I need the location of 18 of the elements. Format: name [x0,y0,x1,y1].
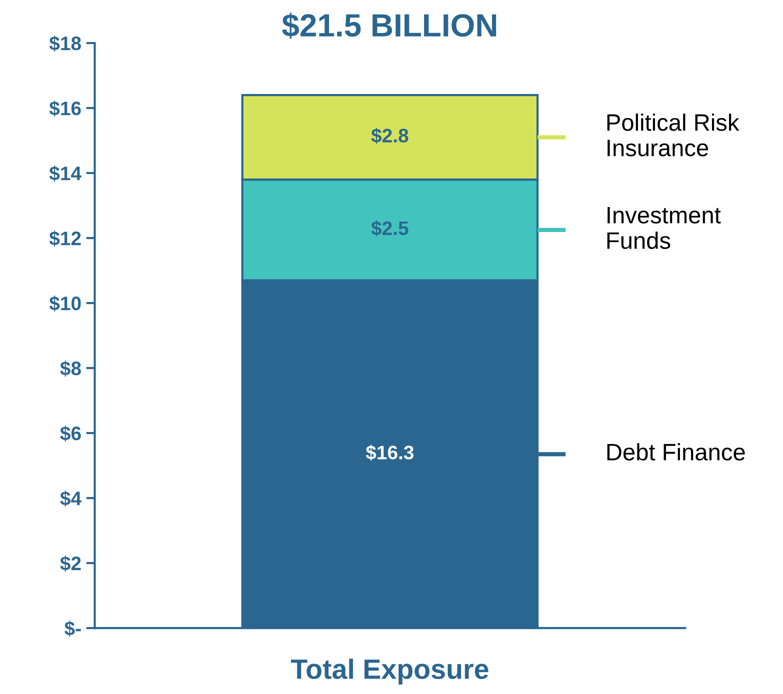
y-tick-label: $6 [60,426,81,442]
chart-title: $21.5 BILLION [282,12,496,39]
y-tick-label: $8 [60,360,81,377]
y-tick-label: $- [64,620,81,637]
annotation: $16.3 [366,444,414,461]
annotation: $2.8 [371,128,408,144]
y-tick-label: $18 [49,36,81,52]
y-tick-label: $12 [49,230,81,247]
legend-label: Investment Funds [607,207,721,249]
y-tick-label: $10 [49,296,81,312]
y-tick-label: $2 [60,556,81,572]
annotation: $2.5 [371,220,408,236]
y-tick-label: $14 [49,166,82,182]
y-tick-label: $4 [60,490,82,507]
x-tick-label: Total Exposure [290,658,488,685]
legend-label: Debt Finance [607,443,745,461]
y-tick-label: $16 [49,100,81,117]
legend-label: Political Risk Insurance [607,114,740,156]
